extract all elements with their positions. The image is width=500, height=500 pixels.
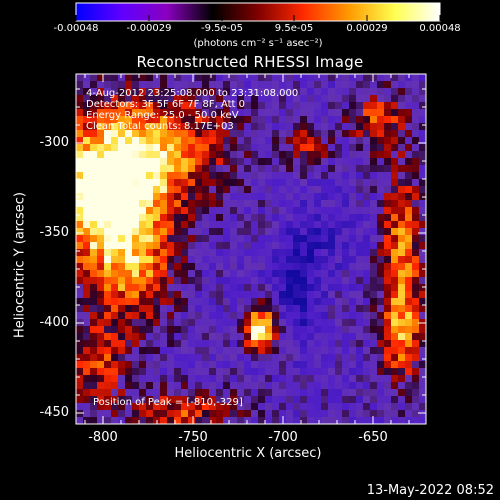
rhessi-image: [76, 74, 427, 425]
colorbar-tick-label: 0.00048: [419, 23, 461, 34]
plot-title: Reconstructed RHESSI Image: [136, 53, 364, 71]
x-tick-label: -700: [268, 430, 298, 445]
energy-range-label: Energy Range: 25.0 - 50.0 keV: [86, 110, 239, 121]
colorbar-tick-label: -9.5e-05: [201, 23, 243, 34]
peak-position-label: Position of Peak = [-810,-329]: [93, 397, 243, 408]
x-axis-title: Heliocentric X (arcsec): [174, 446, 322, 461]
colorbar-tick-label: 9.5e-05: [274, 23, 314, 34]
colorbar-tick-label: -0.00029: [126, 23, 172, 34]
detectors-label: Detectors: 3F 5F 6F 7F 8F, Att 0: [86, 99, 246, 110]
x-tick-label: -750: [178, 430, 208, 445]
x-tick-label: -800: [88, 430, 118, 445]
y-axis-title: Heliocentric Y (arcsec): [12, 192, 28, 338]
clean-counts-label: Clean Total counts: 8.17E+03: [86, 121, 234, 132]
colorbar-tick-label: -0.00048: [53, 23, 99, 34]
colorbar-tick-label: 0.00029: [346, 23, 388, 34]
y-tick-label: -400: [39, 315, 69, 330]
colorbar: [75, 2, 441, 22]
colorbar-units: (photons cm⁻² s⁻¹ asec⁻²): [193, 38, 323, 49]
time-range-label: 4-Aug-2012 23:25:08.000 to 23:31:08.000: [86, 88, 299, 99]
y-tick-label: -300: [39, 135, 69, 150]
timestamp: 13-May-2022 08:52: [366, 483, 494, 498]
y-tick-label: -450: [39, 405, 69, 420]
x-tick-label: -650: [358, 430, 388, 445]
plot-frame: [75, 73, 427, 425]
y-tick-label: -350: [39, 225, 69, 240]
